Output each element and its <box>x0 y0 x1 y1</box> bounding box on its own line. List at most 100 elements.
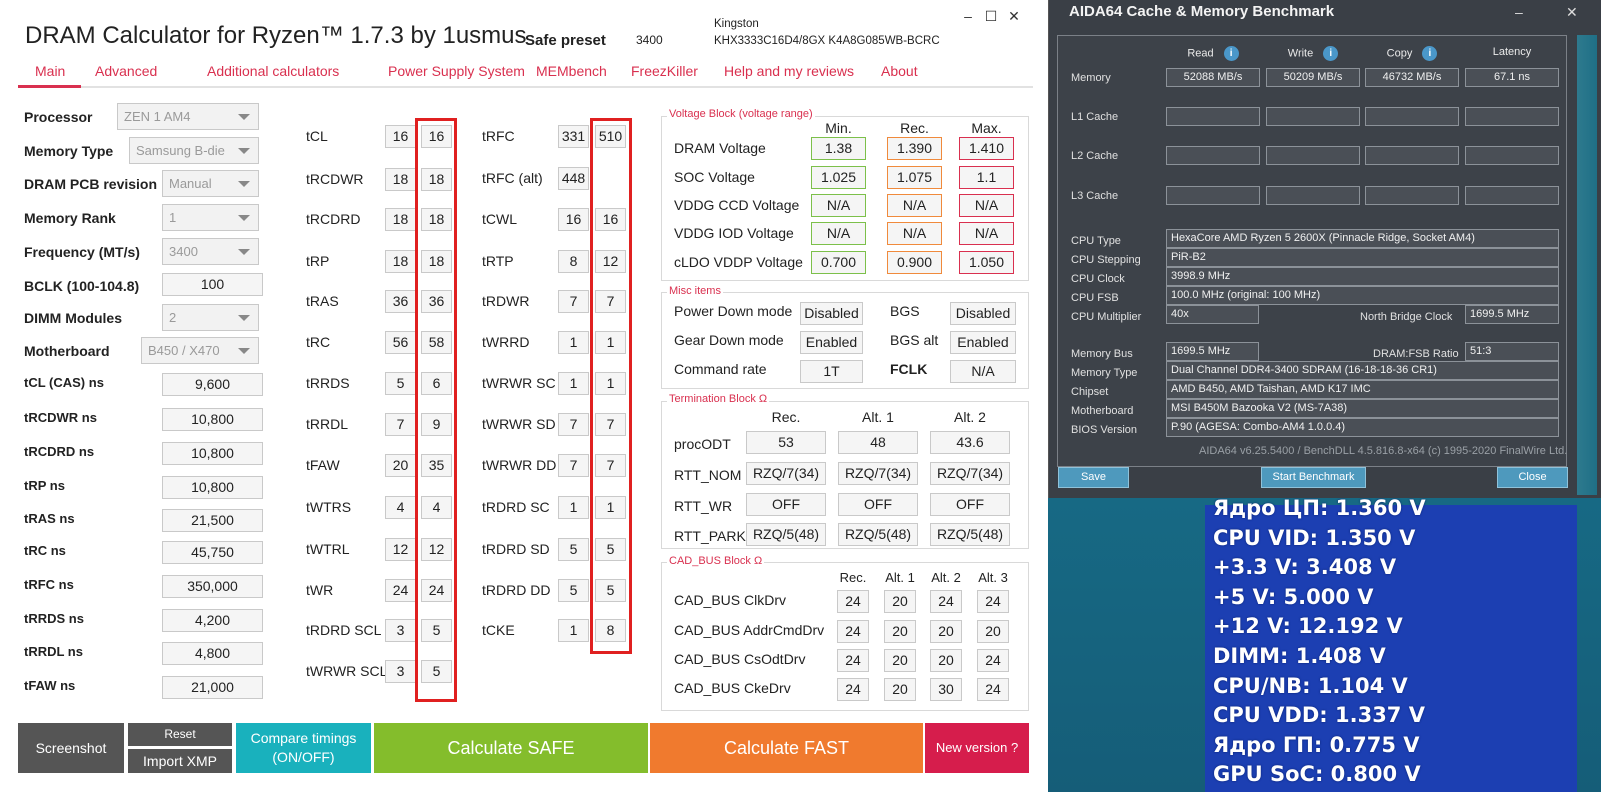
timing-input[interactable]: 1 <box>595 331 626 354</box>
compare-timings-button[interactable]: Compare timings (ON/OFF) <box>236 723 371 773</box>
timing-input[interactable]: 510 <box>595 125 626 148</box>
timing-input[interactable]: 16 <box>421 125 452 148</box>
config-select[interactable]: Samsung B-die <box>129 137 259 164</box>
benchmark-value <box>1365 146 1459 165</box>
benchmark-value <box>1465 107 1559 126</box>
config-select[interactable]: Manual <box>162 170 259 197</box>
tab-freezkiller[interactable]: FreezKiller <box>631 63 698 79</box>
timing-input[interactable]: 16 <box>595 208 626 231</box>
new-version-button[interactable]: New version ? <box>925 723 1029 773</box>
tab-additional-calculators[interactable]: Additional calculators <box>207 63 340 79</box>
tab-advanced[interactable]: Advanced <box>95 63 158 79</box>
timing-input[interactable]: 58 <box>421 331 452 354</box>
info-icon[interactable]: i <box>1323 46 1339 61</box>
memory-part-number: KHX3333C16D4/8GX K4A8G085WB-BCRC <box>714 35 940 47</box>
voltage-rec: N/A <box>887 222 942 245</box>
calculate-safe-button[interactable]: Calculate SAFE <box>374 723 648 773</box>
cadbus-value: 24 <box>837 678 869 701</box>
maximize-button[interactable]: ☐ <box>984 8 998 24</box>
timing-value: 36 <box>385 290 416 313</box>
config-select[interactable]: B450 / X470 <box>141 337 259 364</box>
timing-input[interactable]: 12 <box>595 250 626 273</box>
termination-value: OFF <box>930 493 1010 516</box>
timing-input[interactable]: 36 <box>421 290 452 313</box>
info-icon[interactable]: i <box>1422 46 1438 61</box>
timing-input[interactable]: 1 <box>595 372 626 395</box>
timing-label: tRRDS <box>306 375 350 391</box>
termination-value: RZQ/7(34) <box>838 462 918 485</box>
timing-input[interactable]: 7 <box>595 290 626 313</box>
cpu-multiplier-label: CPU Multiplier <box>1071 311 1142 323</box>
timing-input[interactable]: 8 <box>595 619 626 642</box>
aida-close-dialog-button[interactable]: Close <box>1497 467 1568 488</box>
chevron-down-icon <box>238 114 250 120</box>
voltage-label: DRAM Voltage <box>674 140 766 156</box>
timing-input[interactable]: 5 <box>595 538 626 561</box>
timing-label: tWRWR DD <box>482 457 557 473</box>
timing-input[interactable]: 6 <box>421 372 452 395</box>
ns-value: 10,800 <box>162 442 263 465</box>
timing-input[interactable]: 12 <box>421 538 452 561</box>
termination-label: procODT <box>674 436 731 452</box>
timing-input[interactable]: 18 <box>421 168 452 191</box>
timing-input[interactable]: 7 <box>595 413 626 436</box>
voltage-block-heading: Voltage Block (voltage range) <box>667 108 815 120</box>
screenshot-button[interactable]: Screenshot <box>18 723 124 773</box>
timing-input[interactable]: 5 <box>595 579 626 602</box>
tab-main[interactable]: Main <box>35 63 66 79</box>
benchmark-value <box>1166 186 1260 205</box>
timing-input[interactable]: 18 <box>421 250 452 273</box>
ns-label: tRC ns <box>24 543 66 558</box>
config-select[interactable]: 3400 <box>162 238 259 265</box>
aida-save-button[interactable]: Save <box>1058 467 1129 488</box>
timing-input[interactable]: 9 <box>421 413 452 436</box>
close-button[interactable]: ✕ <box>1008 8 1020 24</box>
start-benchmark-button[interactable]: Start Benchmark <box>1261 467 1366 488</box>
config-label: DRAM PCB revision <box>24 176 158 192</box>
benchmark-value: 50209 MB/s <box>1266 68 1360 87</box>
minimize-button[interactable]: – <box>964 8 972 24</box>
tab-power-supply-system[interactable]: Power Supply System <box>388 63 525 79</box>
timing-value: 16 <box>558 208 589 231</box>
timing-label: tRRDL <box>306 416 349 432</box>
tab-help-reviews[interactable]: Help and my reviews <box>724 63 854 79</box>
termination-label: RTT_PARK <box>674 528 746 544</box>
timing-value: 20 <box>385 454 416 477</box>
timing-label: tRDRD DD <box>482 582 551 598</box>
memory-bus-value: 1699.5 MHz <box>1166 342 1259 361</box>
config-select[interactable]: 1 <box>162 204 259 231</box>
reset-button[interactable]: Reset <box>128 723 232 746</box>
timing-input[interactable]: 4 <box>421 496 452 519</box>
config-label: DIMM Modules <box>24 310 122 326</box>
calculate-fast-button[interactable]: Calculate FAST <box>650 723 923 773</box>
timing-input[interactable]: 1 <box>595 496 626 519</box>
import-xmp-button[interactable]: Import XMP <box>128 749 232 773</box>
config-select-value: Manual <box>169 176 212 191</box>
chevron-down-icon <box>238 249 250 255</box>
config-select[interactable]: ZEN 1 AM4 <box>117 103 259 130</box>
aida-close-button[interactable]: ✕ <box>1566 4 1578 20</box>
voltage-col-header: Min. <box>825 120 852 136</box>
timing-label: tRTP <box>482 253 514 269</box>
termination-value: 48 <box>838 431 918 454</box>
termination-value: OFF <box>746 493 826 516</box>
benchmark-col-label: Write <box>1287 47 1314 60</box>
ns-label: tCL (CAS) ns <box>24 375 104 390</box>
timing-input[interactable]: 18 <box>421 208 452 231</box>
timing-input[interactable]: 5 <box>421 660 452 683</box>
timing-input[interactable]: 24 <box>421 579 452 602</box>
timing-input[interactable]: 35 <box>421 454 452 477</box>
timing-input[interactable]: 7 <box>595 454 626 477</box>
sensor-reading: CPU VID: 1.350 V <box>1213 525 1416 550</box>
config-select[interactable]: 2 <box>162 304 259 331</box>
cpu-type-value: HexaCore AMD Ryzen 5 2600X (Pinnacle Rid… <box>1166 229 1559 248</box>
bclk-input[interactable]: 100 <box>162 273 263 296</box>
timing-input[interactable]: 5 <box>421 619 452 642</box>
sensor-reading: Ядро ЦП: 1.360 V <box>1213 496 1426 520</box>
timing-label: tRFC <box>482 128 515 144</box>
tab-about[interactable]: About <box>881 63 918 79</box>
timing-value: 56 <box>385 331 416 354</box>
tab-membench[interactable]: MEMbench <box>536 63 607 79</box>
info-icon[interactable]: i <box>1223 46 1239 61</box>
aida-minimize-button[interactable]: – <box>1515 4 1523 20</box>
